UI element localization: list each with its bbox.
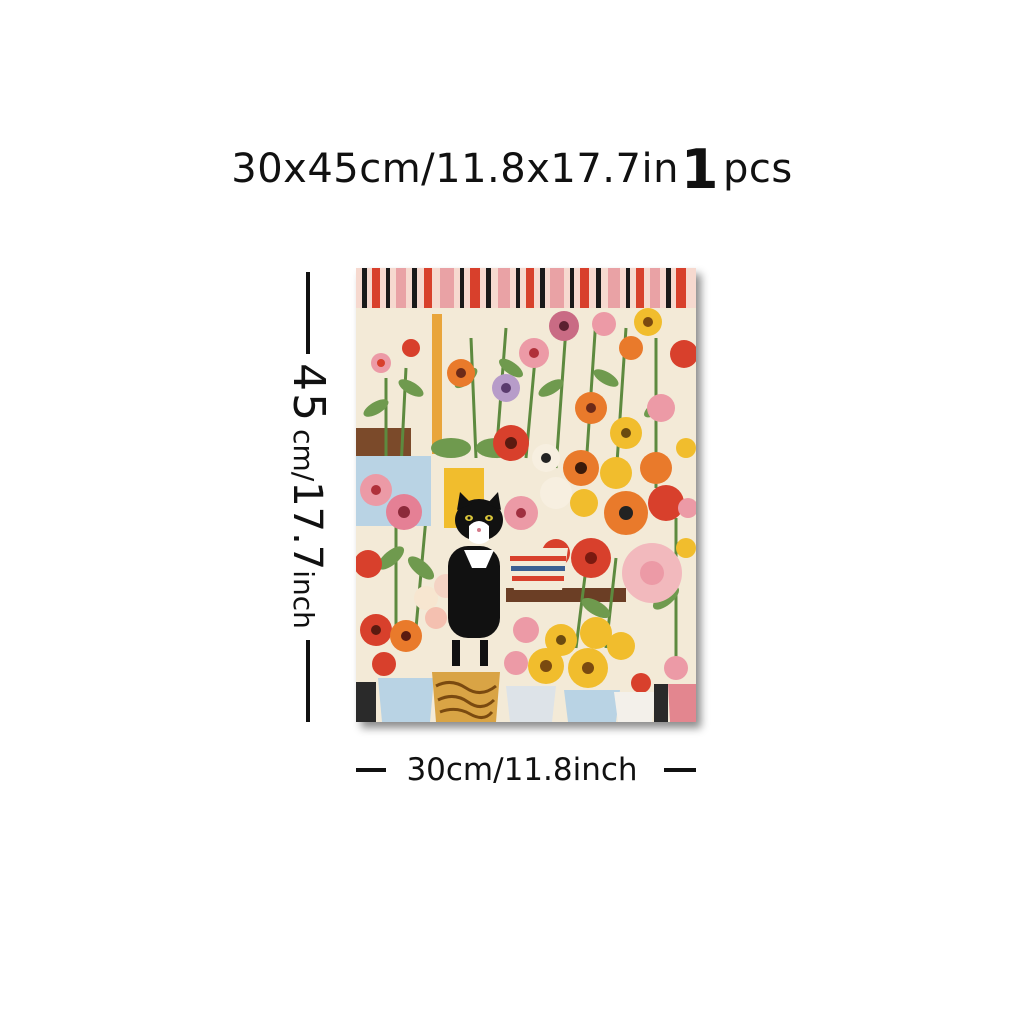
height-marker-top (306, 272, 310, 354)
artwork-illustration (356, 268, 696, 722)
size-title: 30x45cm/11.8x17.7in1 pcs (0, 138, 1024, 201)
black-cat (448, 492, 503, 666)
flower-pots (356, 672, 696, 722)
height-unit-text: cm/17.7inch (284, 429, 330, 629)
striped-bowl (508, 548, 568, 590)
height-marker-bottom (306, 640, 310, 722)
height-unit-post: inch (287, 570, 320, 629)
width-marker-right (664, 768, 696, 772)
width-marker-left (356, 768, 386, 772)
quantity-number: 1 (680, 138, 719, 201)
height-number: 45 (283, 363, 334, 424)
canvas-print (356, 268, 696, 722)
width-label: 30cm/11.8inch (406, 752, 638, 788)
striped-awning (356, 268, 696, 312)
height-value: 17.7 (284, 481, 330, 571)
flowers (356, 308, 696, 693)
size-text: 30x45cm/11.8x17.7in (231, 146, 679, 192)
quantity-unit: pcs (723, 146, 793, 192)
height-unit-pre: cm/ (287, 429, 320, 482)
height-label: 45 cm/17.7inch (283, 363, 334, 629)
